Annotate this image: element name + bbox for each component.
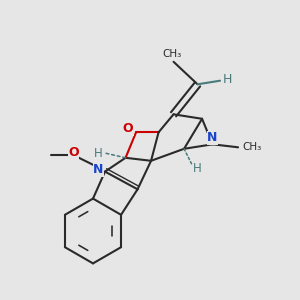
Text: CH₃: CH₃ bbox=[242, 142, 261, 152]
Text: O: O bbox=[122, 122, 133, 135]
Text: CH₃: CH₃ bbox=[162, 49, 182, 59]
Text: H: H bbox=[223, 73, 232, 86]
Text: O: O bbox=[68, 146, 79, 159]
Text: H: H bbox=[193, 162, 202, 175]
Text: H: H bbox=[94, 147, 103, 160]
Text: N: N bbox=[93, 163, 103, 176]
Text: N: N bbox=[207, 131, 218, 144]
